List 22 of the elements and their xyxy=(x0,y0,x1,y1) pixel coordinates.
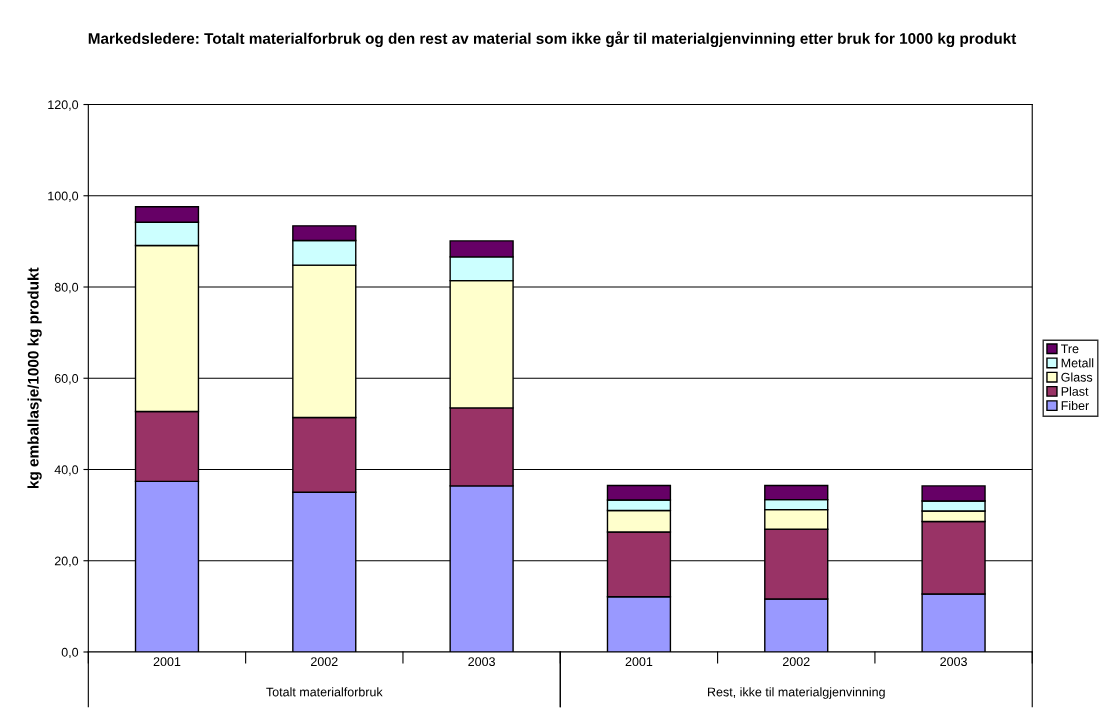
chart-title: Markedsledere: Totalt materialforbruk og den rest av material som ikke går til materialgjenvinning etter bruk for 1000 kg produkt xyxy=(88,31,1017,48)
y-tick-label: 80,0 xyxy=(54,282,79,294)
legend-label: Metall xyxy=(1061,358,1094,368)
x-tick-label: 2003 xyxy=(468,657,495,667)
y-tick-label: 60,0 xyxy=(54,374,79,385)
x-tick-label: 2002 xyxy=(311,657,338,667)
legend-label: Tre xyxy=(1060,344,1079,354)
x-tick-label: 2003 xyxy=(940,657,967,667)
y-tick-label: 0,0 xyxy=(61,647,79,659)
legend-label: Plast xyxy=(1061,386,1089,396)
text: Rest, ikke til materialgjenvinning xyxy=(708,687,885,699)
y-tick-label: 120,0 xyxy=(48,100,79,111)
x-tick-label: 2002 xyxy=(782,657,810,667)
y-tick-label: 40,0 xyxy=(54,465,79,476)
x-tick-label: 2001 xyxy=(153,657,181,667)
x-tick-label: 2001 xyxy=(625,657,653,667)
legend-label: Glass xyxy=(1061,372,1093,382)
y-tick-label: 20,0 xyxy=(54,556,79,567)
y-tick-label: 100,0 xyxy=(48,191,79,202)
text: Totalt materialforbruk xyxy=(266,687,383,697)
y-axis-title: kg emballasje/1000 kg produkt xyxy=(27,267,42,488)
legend-label: Fiber xyxy=(1061,400,1089,411)
